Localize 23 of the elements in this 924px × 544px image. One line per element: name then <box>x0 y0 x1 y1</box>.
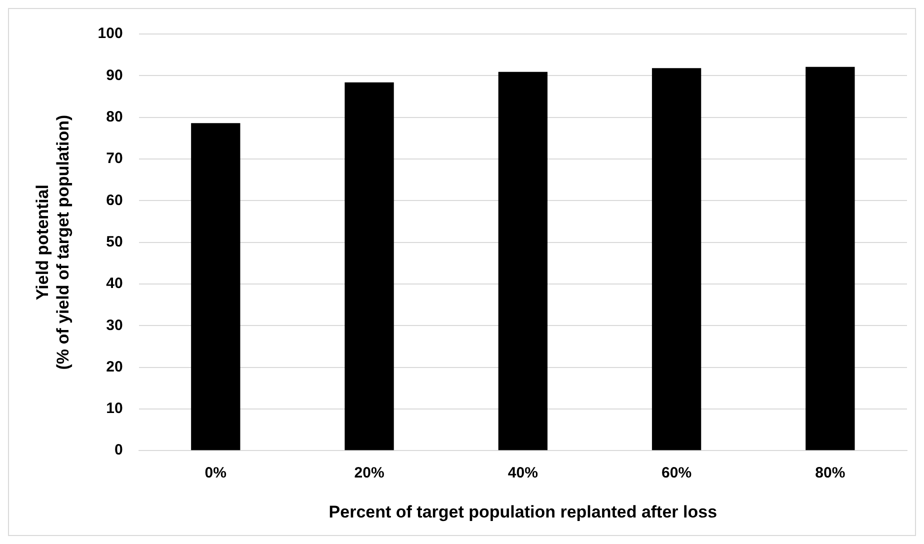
y-tick-label: 40 <box>106 275 123 292</box>
y-tick-label: 0 <box>114 442 123 459</box>
y-tick-label: 30 <box>106 316 123 334</box>
bar <box>498 72 548 450</box>
bar <box>191 123 240 450</box>
bar <box>806 66 855 450</box>
bar <box>652 68 702 450</box>
x-tick-label: 80% <box>815 464 846 482</box>
x-tick-label: 20% <box>354 464 384 482</box>
y-tick-label: 70 <box>106 150 123 168</box>
y-tick-label: 100 <box>98 25 123 42</box>
y-axis-title: Yield potential (% of yield of target population) <box>32 114 72 370</box>
y-tick-label: 10 <box>106 400 123 418</box>
y-tick-label: 80 <box>106 108 123 126</box>
y-tick-label: 90 <box>106 66 123 84</box>
x-axis-title: Percent of target population replanted after loss <box>328 502 718 522</box>
y-tick-label: 20 <box>106 358 123 376</box>
x-tick-label: 0% <box>204 464 226 482</box>
x-tick-label: 60% <box>662 464 692 482</box>
x-tick-label: 40% <box>508 464 538 482</box>
bar <box>344 82 394 450</box>
y-tick-label: 50 <box>106 233 123 250</box>
y-tick-label: 60 <box>106 192 123 209</box>
